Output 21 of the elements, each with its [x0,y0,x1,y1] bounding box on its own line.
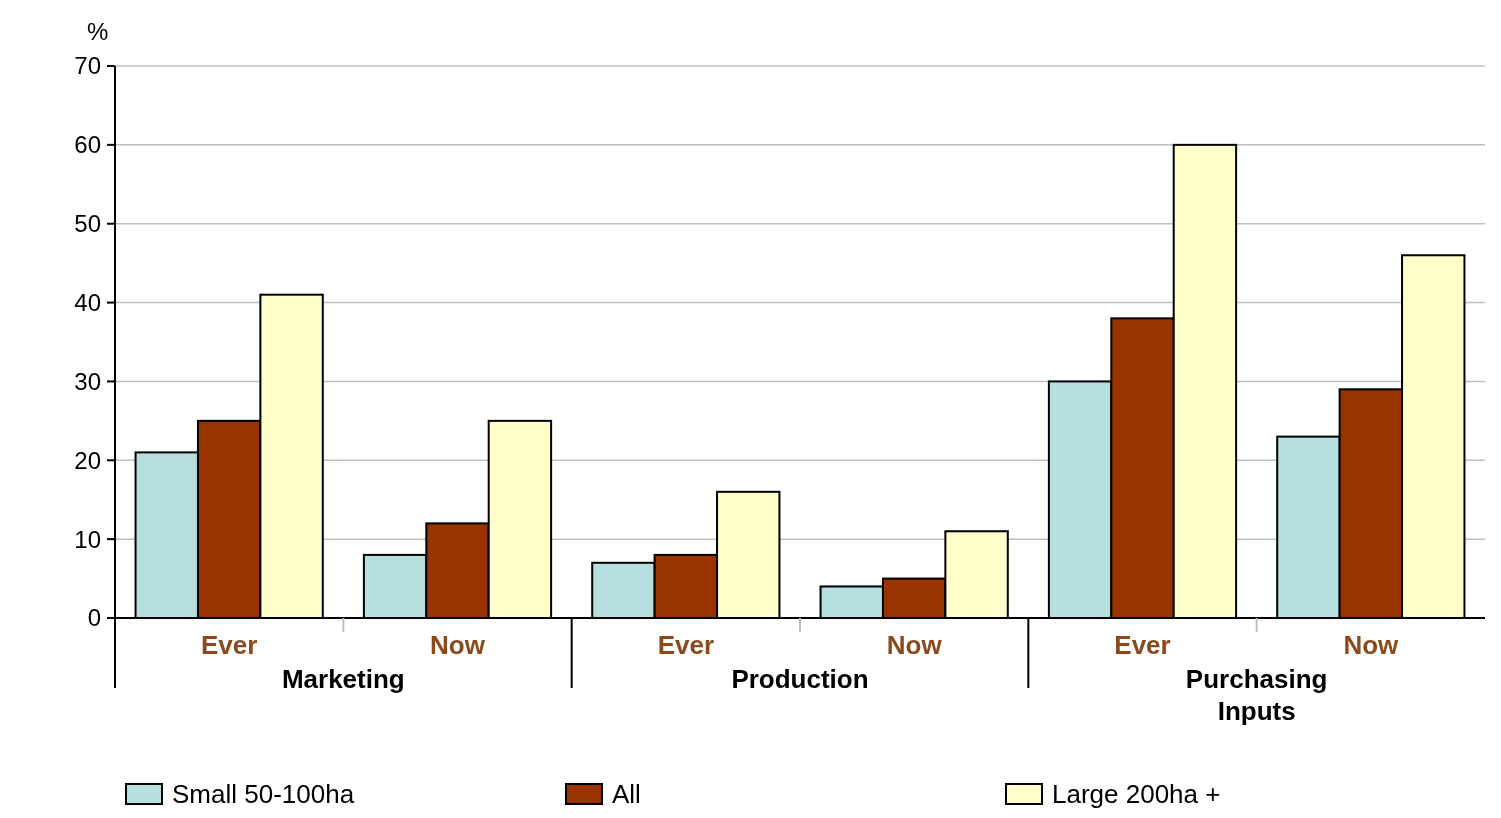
y-tick-label: 50 [74,210,101,238]
y-tick-label: 20 [74,446,101,474]
x-tick-label: Ever [200,630,258,660]
x-tick-label: Ever [657,630,715,660]
text: Purchasing Inputs [1185,664,1328,726]
y-tick-label: 60 [74,131,101,159]
x-tick-label: Ever [1114,630,1171,660]
text: Marketing [281,664,405,694]
y-axis-title: % [87,18,109,45]
text: Production [731,664,869,694]
y-tick-label: 70 [74,52,101,80]
x-tick-label: Now [430,630,486,660]
x-tick-label: Now [1343,630,1400,660]
legend-label: Small 50-100ha [172,779,355,810]
y-tick-label: 30 [74,367,101,395]
x-tick-label: Now [886,630,943,660]
y-tick-label: 0 [87,604,101,632]
legend-label: All [612,779,641,810]
y-tick-label: 10 [74,525,101,553]
legend-label: Large 200ha + [1052,779,1221,810]
y-tick-label: 40 [74,288,101,316]
